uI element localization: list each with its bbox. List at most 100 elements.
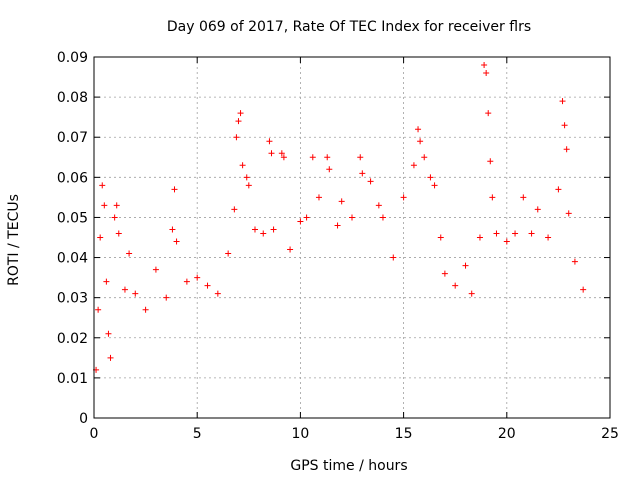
axis-ticks bbox=[93, 56, 611, 419]
data-point bbox=[326, 166, 333, 173]
data-point bbox=[561, 122, 568, 129]
data-point bbox=[121, 286, 128, 293]
data-point bbox=[95, 306, 102, 313]
data-point bbox=[481, 62, 488, 69]
x-tick-label: 10 bbox=[291, 426, 309, 442]
y-tick-label: 0.03 bbox=[57, 291, 88, 307]
x-tick-label: 0 bbox=[90, 426, 99, 442]
y-tick-label: 0.05 bbox=[57, 210, 88, 226]
data-point bbox=[421, 154, 428, 161]
chart-title: Day 069 of 2017, Rate Of TEC Index for r… bbox=[167, 19, 531, 35]
data-point bbox=[115, 230, 122, 237]
data-point bbox=[468, 290, 475, 297]
data-point bbox=[235, 118, 242, 125]
data-point bbox=[245, 182, 252, 189]
data-point bbox=[183, 278, 190, 285]
x-tick-label: 15 bbox=[395, 426, 413, 442]
data-point bbox=[493, 230, 500, 237]
data-point bbox=[359, 170, 366, 177]
data-point bbox=[315, 194, 322, 201]
x-tick-labels: 0 5 10 15 20 25 bbox=[90, 426, 619, 442]
y-tick-labels: 0 0.01 0.02 0.03 0.04 0.05 0.06 0.07 0.08 0.09 bbox=[57, 50, 88, 427]
data-point bbox=[105, 330, 112, 337]
data-point bbox=[113, 202, 120, 209]
data-point bbox=[132, 290, 139, 297]
y-tick-label: 0.06 bbox=[57, 170, 88, 186]
data-point bbox=[111, 214, 118, 221]
data-point bbox=[565, 210, 572, 217]
data-point bbox=[367, 178, 374, 185]
y-tick-label: 0.01 bbox=[57, 371, 88, 387]
data-point bbox=[287, 246, 294, 253]
data-point bbox=[97, 234, 104, 241]
data-point bbox=[357, 154, 364, 161]
data-point bbox=[173, 238, 180, 245]
y-axis-label: ROTI / TECUs bbox=[6, 194, 22, 286]
grid bbox=[94, 57, 610, 418]
data-point bbox=[483, 70, 490, 77]
data-point bbox=[545, 234, 552, 241]
data-point bbox=[431, 182, 438, 189]
x-tick-label: 25 bbox=[601, 426, 619, 442]
data-point bbox=[487, 158, 494, 165]
data-point bbox=[503, 238, 510, 245]
data-point bbox=[437, 234, 444, 241]
data-point bbox=[107, 354, 114, 361]
data-point bbox=[390, 254, 397, 261]
x-tick-label: 5 bbox=[193, 426, 202, 442]
data-points bbox=[93, 62, 587, 373]
data-point bbox=[225, 250, 232, 257]
data-point bbox=[280, 154, 287, 161]
data-point bbox=[485, 110, 492, 117]
plot-frame bbox=[93, 56, 611, 419]
data-point bbox=[580, 286, 587, 293]
x-axis-label: GPS time / hours bbox=[290, 458, 407, 474]
data-point bbox=[99, 182, 106, 189]
data-point bbox=[142, 306, 149, 313]
y-tick-label: 0.08 bbox=[57, 90, 88, 106]
data-point bbox=[101, 202, 108, 209]
data-point bbox=[270, 226, 277, 233]
data-point bbox=[410, 162, 417, 169]
data-point bbox=[334, 222, 341, 229]
data-point bbox=[324, 154, 331, 161]
data-point bbox=[171, 186, 178, 193]
data-point bbox=[239, 162, 246, 169]
data-point bbox=[441, 270, 448, 277]
data-point bbox=[103, 278, 110, 285]
data-point bbox=[427, 174, 434, 181]
data-point bbox=[452, 282, 459, 289]
data-point bbox=[400, 194, 407, 201]
data-point bbox=[152, 266, 159, 273]
x-tick-label: 20 bbox=[498, 426, 516, 442]
data-point bbox=[303, 214, 310, 221]
data-point bbox=[555, 186, 562, 193]
data-point bbox=[260, 230, 267, 237]
y-tick-label: 0.07 bbox=[57, 130, 88, 146]
y-tick-label: 0.04 bbox=[57, 251, 88, 267]
data-point bbox=[379, 214, 386, 221]
data-point bbox=[512, 230, 519, 237]
data-point bbox=[520, 194, 527, 201]
data-point bbox=[563, 146, 570, 153]
data-point bbox=[415, 126, 422, 133]
data-point bbox=[571, 258, 578, 265]
data-point bbox=[233, 134, 240, 141]
data-point bbox=[214, 290, 221, 297]
y-tick-label: 0.02 bbox=[57, 331, 88, 347]
data-point bbox=[251, 226, 258, 233]
data-point bbox=[278, 150, 285, 157]
data-point bbox=[266, 138, 273, 145]
data-point bbox=[489, 194, 496, 201]
data-point bbox=[237, 110, 244, 117]
data-point bbox=[417, 138, 424, 145]
data-point bbox=[375, 202, 382, 209]
data-point bbox=[309, 154, 316, 161]
data-point bbox=[194, 274, 201, 281]
data-point bbox=[297, 218, 304, 225]
y-tick-label: 0 bbox=[79, 411, 88, 427]
data-point bbox=[169, 226, 176, 233]
data-point bbox=[528, 230, 535, 237]
data-point bbox=[163, 294, 170, 301]
data-point bbox=[126, 250, 133, 257]
